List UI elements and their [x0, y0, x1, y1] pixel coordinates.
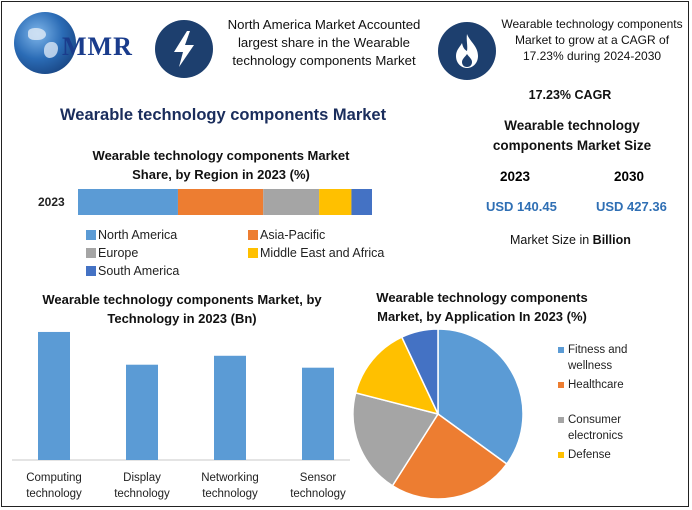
pie-slice-fitness-and-wellness — [437, 328, 524, 466]
market-year-2030: 2030 — [614, 169, 645, 184]
legend-label-europe: Europe — [98, 246, 139, 260]
app-legend-swatch-defense — [558, 452, 564, 458]
market-size-footnote: Market Size in Billion — [510, 233, 631, 247]
technology-chart-title: Wearable technology components Market, b… — [42, 292, 322, 326]
pie-slice-consumer-electronics — [352, 391, 440, 487]
market-year-2023: 2023 — [500, 169, 531, 184]
globe-logo-icon — [14, 12, 76, 74]
header-fact-2: Wearable technology components Market to… — [501, 17, 683, 63]
legend-label-south-america: South America — [98, 264, 180, 278]
app-legend-label-healthcare: Healthcare — [568, 379, 624, 391]
pie-slice-healthcare — [391, 412, 508, 500]
legend-label-middle-east-and-africa: Middle East and Africa — [260, 246, 385, 260]
main-title: Wearable technology components Market — [60, 106, 387, 124]
technology-label-computing-technology: Computing technology — [26, 472, 82, 500]
lightning-bolt-icon — [155, 20, 213, 78]
technology-label-sensor-technology: Sensor technology — [290, 472, 346, 500]
region-segment-asia-pacific — [177, 189, 264, 215]
region-segment-middle-east-and-africa — [319, 189, 352, 215]
legend-swatch-north-america — [86, 230, 96, 240]
legend-swatch-south-america — [86, 266, 96, 276]
technology-label-networking-technology: Networking technology — [201, 472, 259, 500]
technology-bar-display-technology — [126, 364, 158, 460]
app-legend-swatch-consumer-electronics — [558, 417, 564, 423]
app-legend-label-defense: Defense — [568, 449, 611, 461]
market-value-2030: USD 427.36 — [596, 199, 667, 214]
legend-swatch-europe — [86, 248, 96, 258]
header-fact-1: North America Market Accounted largest s… — [227, 17, 421, 68]
app-legend-swatch-fitness-and-wellness — [558, 347, 564, 353]
region-segment-south-america — [351, 189, 372, 215]
market-size-title: Wearable technology components Market Si… — [492, 118, 652, 153]
region-bar-category: 2023 — [38, 195, 65, 209]
market-value-2023: USD 140.45 — [486, 199, 557, 214]
region-segment-europe — [263, 189, 320, 215]
region-stacked-bar — [78, 189, 372, 215]
technology-bar-sensor-technology — [302, 367, 334, 460]
technology-bar-networking-technology — [214, 355, 246, 460]
application-pie-chart — [352, 328, 524, 500]
region-chart-title: Wearable technology components Market Sh… — [92, 148, 350, 182]
legend-swatch-asia-pacific — [248, 230, 258, 240]
app-legend-label-fitness-and-wellness: Fitness and wellness — [568, 344, 628, 372]
flame-icon — [438, 22, 496, 80]
cagr-value: 17.23% CAGR — [528, 88, 612, 102]
technology-bar-chart — [12, 331, 350, 461]
pie-slice-defense — [354, 336, 440, 416]
app-legend-label-consumer-electronics: Consumer electronics — [568, 414, 623, 442]
technology-bar-computing-technology — [38, 331, 70, 460]
logo-text: MMR — [62, 32, 133, 61]
region-segment-north-america — [78, 189, 178, 215]
technology-label-display-technology: Display technology — [114, 472, 170, 500]
application-chart-title: Wearable technology components Market, b… — [376, 290, 588, 324]
app-legend-swatch-healthcare — [558, 382, 564, 388]
pie-slice-other — [400, 328, 439, 415]
legend-label-asia-pacific: Asia-Pacific — [260, 228, 326, 242]
legend-label-north-america: North America — [98, 228, 178, 242]
legend-swatch-middle-east-and-africa — [248, 248, 258, 258]
